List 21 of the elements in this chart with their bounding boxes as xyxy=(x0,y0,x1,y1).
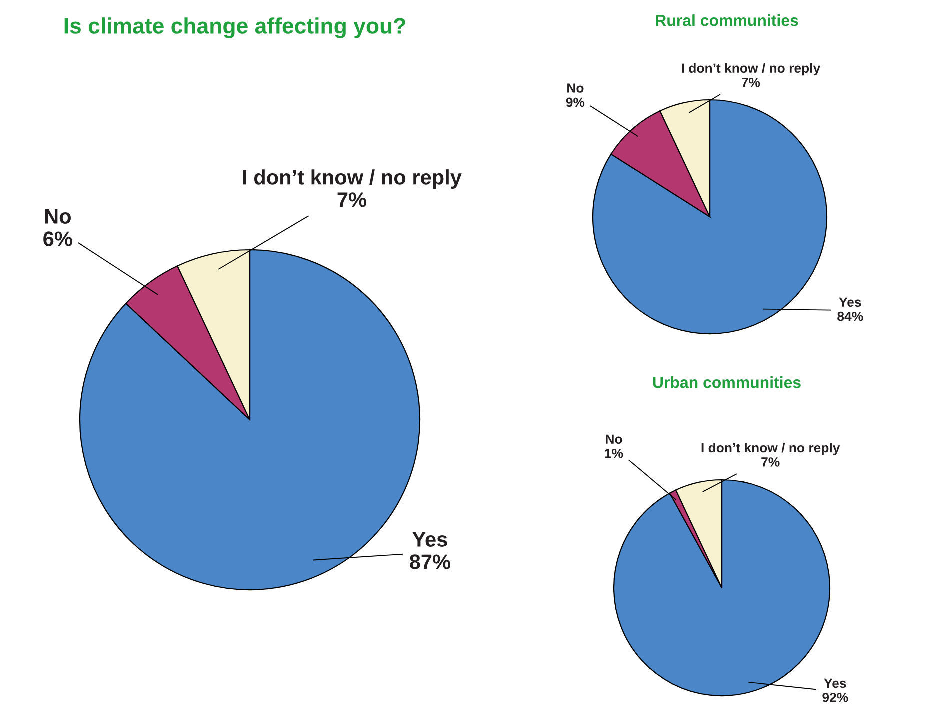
data-label: 7% xyxy=(742,78,760,88)
data-label: 84% xyxy=(838,312,864,322)
slice-label: No xyxy=(45,209,71,224)
data-label: 87% xyxy=(410,554,450,570)
data-label: 7% xyxy=(338,192,367,208)
slice-label: I don’t know / no reply xyxy=(702,442,840,456)
chart-title: Urban communities xyxy=(653,376,801,388)
data-label: 7% xyxy=(762,458,780,467)
data-label: 9% xyxy=(566,98,585,108)
slice-label: No xyxy=(606,434,622,444)
slice-label: Yes xyxy=(839,298,862,308)
slice-label: I don’t know / no reply xyxy=(682,63,821,76)
slice-label: No xyxy=(568,84,584,93)
chart-title: Rural communities xyxy=(656,14,798,26)
slice-label: I don’t know / no reply xyxy=(243,170,462,189)
slice-label: Yes xyxy=(824,678,846,688)
data-label: 1% xyxy=(605,448,624,458)
chart-title: Is climate change affecting you? xyxy=(64,18,406,38)
data-label: 92% xyxy=(822,692,848,702)
data-label: 6% xyxy=(44,232,72,246)
slice-label: Yes xyxy=(412,532,448,547)
